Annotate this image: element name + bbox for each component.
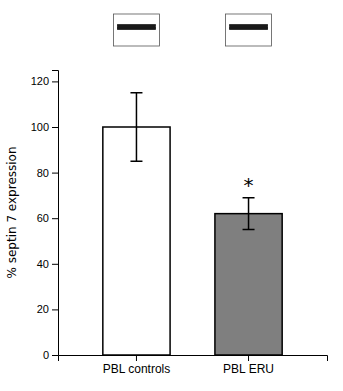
x-tick-label: PBL controls xyxy=(103,362,171,376)
y-tick: 80 xyxy=(37,167,58,179)
chart: 0 20 40 60 80 100 120 PBL controls PBL ERU % sept… xyxy=(0,0,343,391)
gel-frame xyxy=(226,14,272,46)
gel-frame xyxy=(113,14,159,46)
x-tick: PBL controls xyxy=(103,355,171,376)
y-tick: 20 xyxy=(37,303,58,315)
plot: 0 20 40 60 80 100 120 PBL controls PBL ERU % sept… xyxy=(5,71,328,376)
y-tick: 40 xyxy=(37,258,58,270)
y-tick-label: 40 xyxy=(37,258,49,270)
gel-band xyxy=(229,27,268,30)
y-axis-title: % septin 7 expression xyxy=(5,146,19,278)
y-tick-mark xyxy=(52,81,58,82)
y-tick-mark xyxy=(52,173,58,174)
gel-image xyxy=(226,14,272,46)
y-tick-label: 0 xyxy=(43,349,49,361)
gel-band xyxy=(117,27,156,30)
y-tick-label: 80 xyxy=(37,167,49,179)
x-axis: PBL controls PBL ERU xyxy=(59,355,328,376)
y-axis-line xyxy=(52,71,59,356)
bar xyxy=(215,214,282,355)
x-tick-label: PBL ERU xyxy=(223,362,274,376)
error-bar xyxy=(130,93,142,161)
y-axis: 0 20 40 60 80 100 120 xyxy=(31,71,59,362)
annotation: * xyxy=(244,173,254,197)
y-tick-mark xyxy=(52,309,58,310)
y-tick: 100 xyxy=(31,121,58,133)
y-tick-mark xyxy=(52,355,58,356)
y-tick-label: 20 xyxy=(37,303,49,315)
y-tick: 0 xyxy=(43,349,58,361)
y-tick: 120 xyxy=(31,75,58,87)
y-tick-mark xyxy=(52,264,58,265)
x-tick-mark xyxy=(136,355,137,361)
bars xyxy=(103,93,282,355)
x-axis-line xyxy=(59,356,328,362)
x-tick: PBL ERU xyxy=(223,355,274,376)
y-tick: 60 xyxy=(37,212,58,224)
y-tick-mark xyxy=(52,127,58,128)
gel-image xyxy=(113,14,159,46)
y-tick-label: 100 xyxy=(31,121,49,133)
gel-band xyxy=(229,24,268,29)
y-tick-label: 120 xyxy=(31,75,49,87)
gel-band xyxy=(117,24,156,26)
x-tick-mark xyxy=(248,355,249,361)
error-bar-line xyxy=(130,93,142,161)
gel-band xyxy=(229,24,268,26)
error-bar xyxy=(243,198,255,230)
error-bar-line xyxy=(243,198,255,230)
y-tick-label: 60 xyxy=(37,212,49,224)
gel-band xyxy=(117,24,156,29)
y-tick-mark xyxy=(52,218,58,219)
